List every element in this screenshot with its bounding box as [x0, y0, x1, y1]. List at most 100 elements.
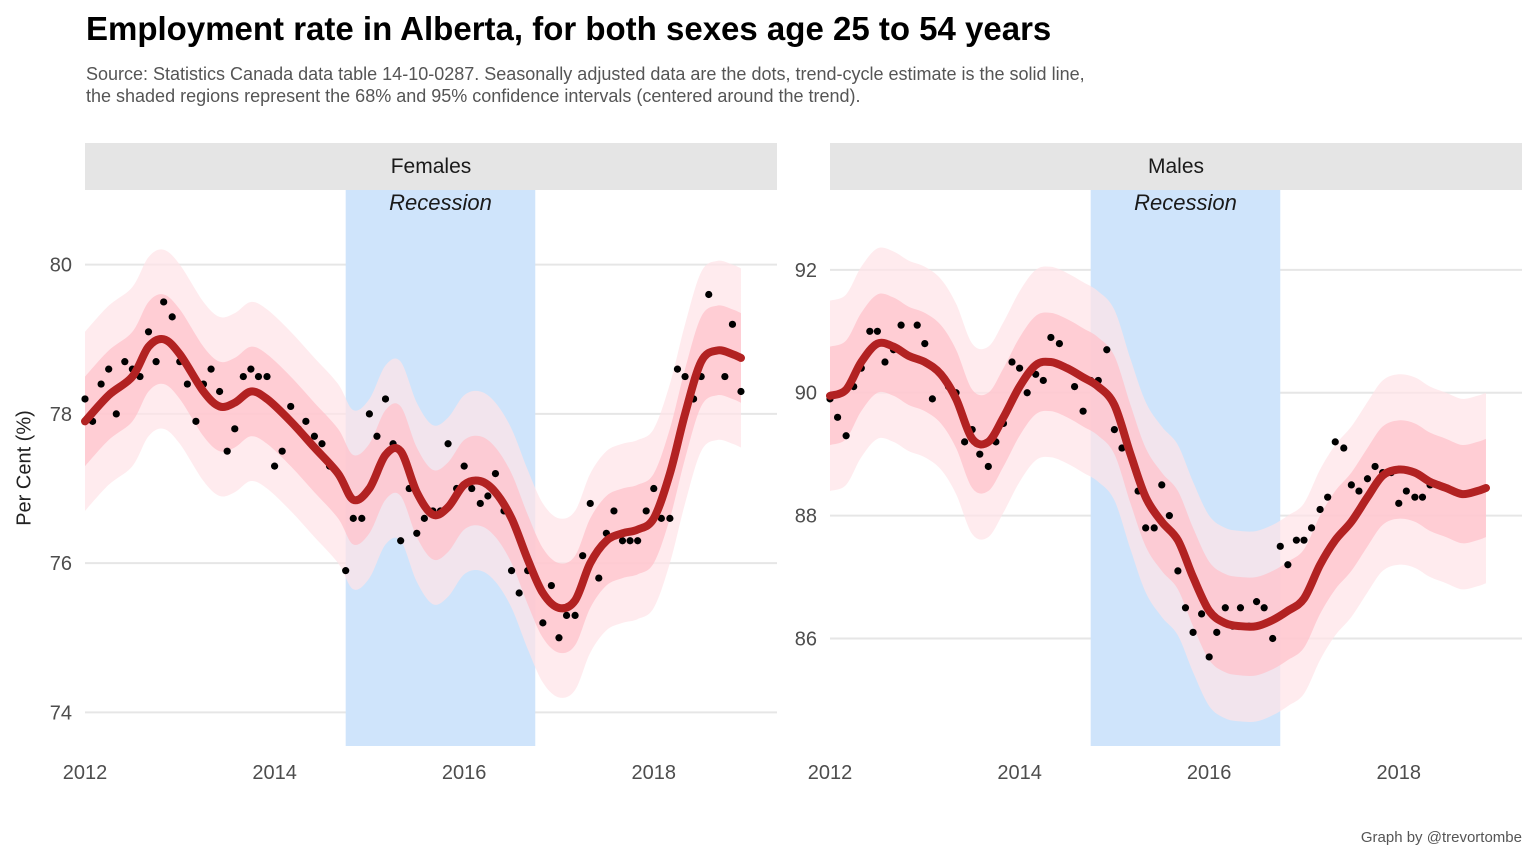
- data-point: [1371, 462, 1379, 471]
- data-point: [239, 372, 247, 381]
- x-tick-label: 2014: [252, 762, 297, 784]
- data-point: [737, 387, 745, 396]
- males-plot: Recession 86 88 90 92 2012 2014 2016 2018: [795, 190, 1522, 784]
- data-point: [381, 395, 390, 403]
- data-point: [984, 462, 992, 471]
- data-point: [168, 313, 176, 321]
- data-point: [484, 492, 492, 500]
- facet-strip-females: Females: [85, 143, 777, 190]
- y-tick-label: 78: [50, 404, 72, 426]
- data-point: [1165, 512, 1173, 520]
- data-point: [105, 365, 113, 373]
- data-point: [673, 365, 682, 373]
- data-point: [152, 358, 160, 366]
- data-point: [81, 395, 89, 403]
- data-point: [1260, 604, 1268, 612]
- data-point: [1055, 339, 1064, 348]
- data-point: [1292, 536, 1300, 544]
- data-point: [349, 514, 357, 522]
- x-tick-label: 2018: [632, 762, 677, 784]
- data-point: [833, 413, 842, 421]
- data-point: [1269, 634, 1277, 643]
- facet-strip-males: Males: [830, 143, 1522, 190]
- data-point: [1300, 536, 1308, 544]
- data-point: [1197, 610, 1206, 618]
- data-point: [642, 507, 650, 515]
- recession-label: Recession: [1134, 190, 1237, 215]
- data-point: [515, 589, 523, 597]
- data-point: [579, 552, 587, 560]
- data-point: [420, 514, 428, 522]
- data-point: [1252, 598, 1261, 606]
- data-point: [507, 567, 516, 575]
- females-plot: Recession 74 76 78 80 2012 2014 2016 2018: [50, 190, 777, 784]
- data-point: [1213, 628, 1221, 636]
- data-point: [728, 320, 737, 328]
- data-point: [468, 484, 476, 493]
- data-point: [555, 634, 563, 642]
- x-tick-label: 2016: [442, 762, 487, 784]
- data-point: [444, 440, 452, 448]
- recession-label: Recession: [389, 190, 492, 215]
- data-point: [1205, 653, 1213, 661]
- data-point: [1181, 604, 1190, 612]
- trend-line: [826, 338, 1490, 631]
- data-point: [681, 372, 689, 381]
- data-point: [287, 402, 295, 411]
- ci68-ribbon: [830, 293, 1486, 676]
- x-tick-label: 2018: [1377, 762, 1422, 784]
- data-point: [358, 514, 366, 522]
- data-point: [1284, 561, 1292, 569]
- x-tick-label: 2016: [1187, 762, 1232, 784]
- data-point: [1221, 604, 1229, 612]
- data-point: [1103, 346, 1111, 354]
- data-point: [1355, 487, 1363, 495]
- data-point: [866, 327, 874, 335]
- y-tick-label: 74: [50, 702, 72, 724]
- data-point: [216, 387, 224, 396]
- data-point: [1174, 567, 1182, 575]
- data-point: [1307, 524, 1316, 532]
- data-point: [626, 537, 634, 545]
- data-point: [547, 581, 555, 590]
- data-point: [897, 321, 905, 329]
- data-point: [223, 447, 231, 455]
- caption: Graph by @trevortombe: [1360, 829, 1522, 846]
- subtitle-line-2: the shaded regions represent the 68% and…: [86, 86, 861, 106]
- data-point: [413, 529, 421, 537]
- data-point: [1363, 475, 1372, 483]
- data-point: [302, 417, 310, 425]
- data-point: [270, 462, 279, 470]
- data-point: [1276, 542, 1284, 550]
- data-point: [913, 321, 921, 329]
- x-tick-label: 2012: [808, 762, 853, 784]
- data-point: [921, 339, 929, 348]
- females-panel: Females Recession 74 76 78 80 2012 2014 2016 201…: [50, 143, 777, 788]
- data-point: [342, 567, 350, 575]
- data-point: [873, 327, 881, 335]
- data-point: [1023, 389, 1031, 397]
- data-point: [112, 410, 120, 418]
- chart-title: Employment rate in Alberta, for both sex…: [86, 10, 1052, 47]
- data-point: [1150, 524, 1158, 532]
- data-point: [1324, 493, 1332, 501]
- data-point: [318, 440, 326, 448]
- y-tick-label: 88: [795, 506, 817, 528]
- data-point: [1047, 333, 1055, 342]
- data-point: [610, 507, 618, 515]
- data-point: [1015, 364, 1024, 372]
- data-point: [1118, 444, 1126, 452]
- data-point: [881, 358, 889, 366]
- data-point: [1236, 604, 1245, 612]
- data-point: [97, 380, 105, 388]
- data-point: [231, 425, 239, 433]
- data-point: [476, 499, 484, 508]
- data-point: [650, 484, 658, 493]
- data-point: [1411, 493, 1419, 501]
- data-point: [1142, 524, 1150, 532]
- data-point: [1189, 628, 1197, 636]
- data-point: [1418, 493, 1427, 501]
- data-point: [263, 372, 271, 381]
- data-point: [491, 469, 500, 478]
- data-point: [595, 574, 603, 582]
